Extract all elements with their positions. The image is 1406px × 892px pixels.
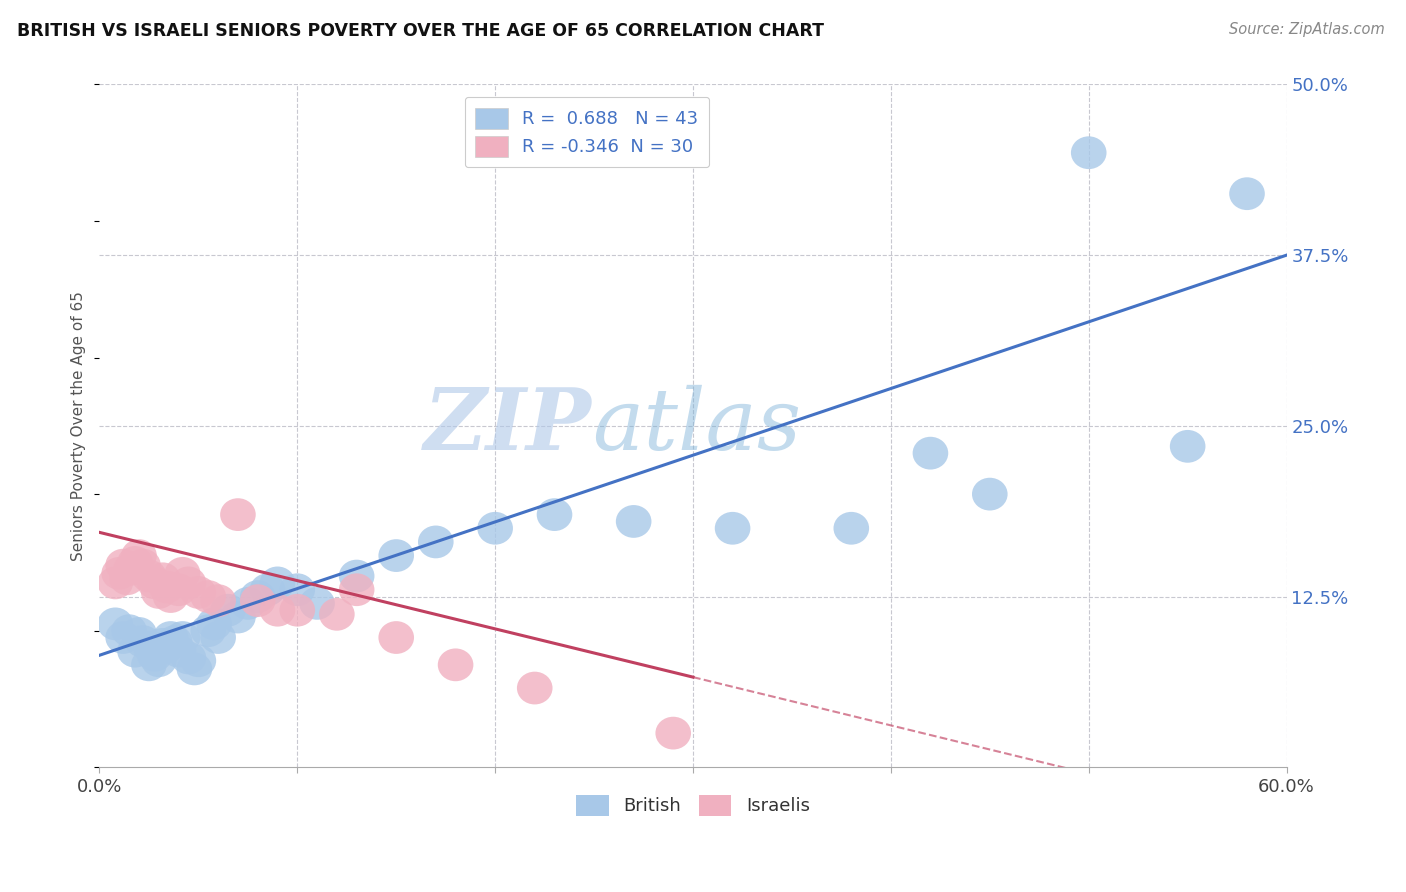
- Y-axis label: Seniors Poverty Over the Age of 65: Seniors Poverty Over the Age of 65: [72, 291, 86, 561]
- Ellipse shape: [250, 574, 285, 606]
- Ellipse shape: [105, 549, 141, 582]
- Ellipse shape: [149, 631, 184, 664]
- Ellipse shape: [117, 546, 153, 579]
- Ellipse shape: [170, 566, 207, 599]
- Ellipse shape: [97, 607, 134, 640]
- Ellipse shape: [260, 566, 295, 599]
- Text: Source: ZipAtlas.com: Source: ZipAtlas.com: [1229, 22, 1385, 37]
- Ellipse shape: [111, 615, 146, 647]
- Ellipse shape: [378, 621, 413, 654]
- Ellipse shape: [105, 621, 141, 654]
- Ellipse shape: [299, 587, 335, 620]
- Ellipse shape: [478, 512, 513, 545]
- Ellipse shape: [165, 621, 200, 654]
- Ellipse shape: [231, 587, 266, 620]
- Ellipse shape: [240, 584, 276, 617]
- Ellipse shape: [153, 621, 188, 654]
- Ellipse shape: [221, 499, 256, 531]
- Ellipse shape: [114, 553, 149, 586]
- Ellipse shape: [131, 648, 167, 681]
- Text: atlas: atlas: [592, 384, 801, 467]
- Ellipse shape: [260, 594, 295, 626]
- Ellipse shape: [110, 563, 145, 595]
- Ellipse shape: [200, 584, 236, 617]
- Ellipse shape: [134, 631, 169, 664]
- Ellipse shape: [378, 539, 413, 572]
- Ellipse shape: [97, 566, 134, 599]
- Ellipse shape: [714, 512, 751, 545]
- Ellipse shape: [160, 635, 197, 667]
- Ellipse shape: [537, 499, 572, 531]
- Ellipse shape: [1071, 136, 1107, 169]
- Text: BRITISH VS ISRAELI SENIORS POVERTY OVER THE AGE OF 65 CORRELATION CHART: BRITISH VS ISRAELI SENIORS POVERTY OVER …: [17, 22, 824, 40]
- Ellipse shape: [200, 621, 236, 654]
- Ellipse shape: [319, 598, 354, 631]
- Ellipse shape: [180, 644, 217, 677]
- Ellipse shape: [170, 641, 207, 674]
- Ellipse shape: [1229, 178, 1265, 211]
- Ellipse shape: [339, 559, 374, 592]
- Ellipse shape: [153, 580, 188, 613]
- Ellipse shape: [165, 557, 200, 590]
- Ellipse shape: [972, 478, 1008, 510]
- Ellipse shape: [141, 644, 177, 677]
- Ellipse shape: [418, 525, 454, 558]
- Ellipse shape: [280, 574, 315, 606]
- Ellipse shape: [125, 625, 160, 658]
- Text: ZIP: ZIP: [425, 384, 592, 467]
- Legend: British, Israelis: British, Israelis: [569, 788, 817, 823]
- Ellipse shape: [101, 557, 136, 590]
- Ellipse shape: [180, 576, 217, 609]
- Ellipse shape: [145, 563, 180, 595]
- Ellipse shape: [157, 625, 193, 658]
- Ellipse shape: [141, 576, 177, 609]
- Ellipse shape: [197, 607, 232, 640]
- Ellipse shape: [616, 505, 651, 538]
- Ellipse shape: [1170, 430, 1205, 463]
- Ellipse shape: [221, 600, 256, 633]
- Ellipse shape: [834, 512, 869, 545]
- Ellipse shape: [149, 571, 184, 603]
- Ellipse shape: [136, 639, 173, 672]
- Ellipse shape: [136, 566, 173, 599]
- Ellipse shape: [280, 594, 315, 626]
- Ellipse shape: [190, 580, 226, 613]
- Ellipse shape: [145, 628, 180, 661]
- Ellipse shape: [240, 580, 276, 613]
- Ellipse shape: [517, 672, 553, 705]
- Ellipse shape: [121, 617, 157, 649]
- Ellipse shape: [125, 549, 160, 582]
- Ellipse shape: [131, 559, 167, 592]
- Ellipse shape: [912, 437, 948, 469]
- Ellipse shape: [437, 648, 474, 681]
- Ellipse shape: [121, 539, 157, 572]
- Ellipse shape: [655, 717, 690, 749]
- Ellipse shape: [160, 574, 197, 606]
- Ellipse shape: [117, 635, 153, 667]
- Ellipse shape: [339, 574, 374, 606]
- Ellipse shape: [190, 615, 226, 647]
- Ellipse shape: [211, 594, 246, 626]
- Ellipse shape: [177, 653, 212, 685]
